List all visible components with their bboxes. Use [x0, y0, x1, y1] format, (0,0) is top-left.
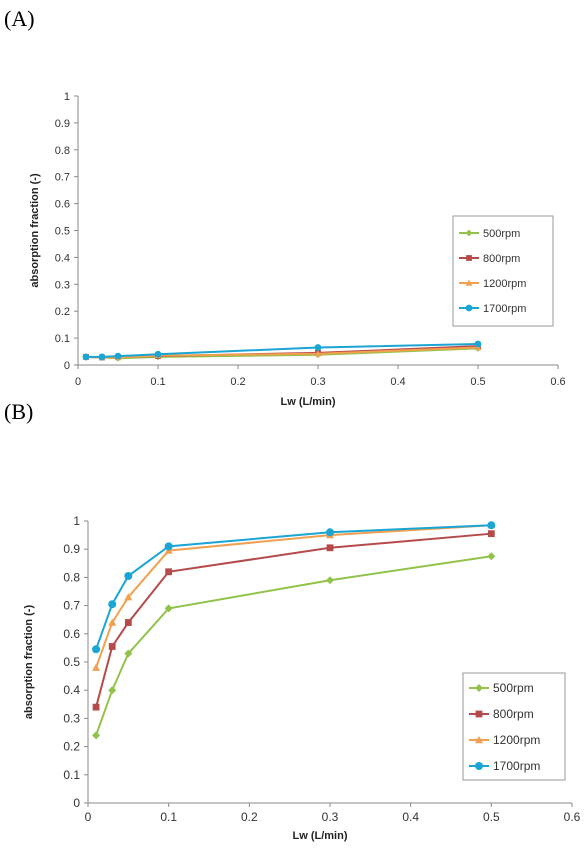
legend-swatch-marker — [465, 229, 473, 237]
series-line-500rpm — [95, 555, 492, 736]
data-point-500rpm — [326, 576, 334, 585]
data-point-800rpm — [326, 544, 334, 552]
x-tick-label: 0 — [85, 810, 92, 824]
y-axis-title: absorption fraction (-) — [29, 173, 41, 288]
x-tick-label: 0.3 — [310, 376, 325, 388]
x-tick-label: 0.1 — [150, 376, 165, 388]
data-point-1700rpm — [326, 528, 334, 537]
y-tick-label: 0.5 — [55, 226, 70, 238]
data-point-800rpm — [165, 568, 173, 576]
data-point-500rpm — [487, 552, 496, 561]
data-point-1700rpm — [92, 645, 101, 654]
y-tick-label: 0.4 — [63, 683, 80, 697]
data-point-1700rpm — [154, 350, 162, 358]
series-line-1200rpm — [95, 524, 492, 668]
y-tick-label: 0.3 — [63, 711, 80, 725]
x-axis-title: Lw (L/min) — [281, 396, 336, 408]
data-point-500rpm — [164, 604, 173, 613]
chart-a: 0 0.1 0.2 0.3 0.4 0.5 0.6 0.7 0.8 0.9 1 0 0.1 0.2 0.3 0… — [29, 91, 566, 408]
data-point-1200rpm — [108, 618, 117, 626]
legend-swatch-marker — [466, 255, 472, 261]
data-point-800rpm — [92, 703, 100, 711]
data-point-1700rpm — [164, 542, 173, 551]
y-tick-label: 0.9 — [55, 118, 70, 130]
legend-swatch-marker — [475, 710, 483, 718]
x-tick-label: 0.1 — [160, 810, 177, 824]
x-tick-label: 0.5 — [483, 810, 500, 824]
y-tick-label: 0.4 — [55, 252, 70, 264]
x-tick-label: 0.6 — [564, 810, 581, 824]
data-point-500rpm — [124, 649, 133, 658]
y-tick-label: 1 — [64, 91, 70, 103]
x-tick-label: 0.5 — [470, 376, 485, 388]
y-tick-label: 0 — [73, 796, 80, 810]
data-point-1200rpm — [124, 593, 133, 601]
x-axis-title: Lw (L/min) — [293, 830, 348, 842]
legend-swatch-marker — [465, 279, 473, 286]
data-point-1200rpm — [314, 350, 322, 357]
legend-label: 1700rpm — [483, 303, 526, 315]
legend-label: 1700rpm — [493, 759, 540, 773]
data-point-1200rpm — [92, 663, 101, 671]
legend-label: 500rpm — [493, 681, 534, 695]
y-tick-label: 0.1 — [55, 333, 70, 345]
x-tick-label: 0 — [75, 376, 81, 388]
legend-swatch-marker — [465, 304, 473, 312]
y-tick-label: 0.3 — [55, 279, 70, 291]
series-line-1700rpm — [95, 524, 492, 650]
x-tick-label: 0.3 — [322, 810, 339, 824]
data-point-800rpm — [124, 619, 132, 626]
legend-swatch-marker — [475, 762, 483, 770]
data-point-1700rpm — [114, 352, 122, 360]
data-point-1700rpm — [314, 344, 322, 351]
data-point-1700rpm — [487, 521, 496, 530]
legend-swatch-marker — [475, 736, 483, 744]
y-tick-label: 0.9 — [63, 542, 80, 556]
y-tick-label: 0.2 — [55, 306, 70, 318]
legend-label: 500rpm — [483, 228, 520, 240]
y-tick-label: 1 — [73, 514, 80, 528]
y-tick-label: 0.6 — [63, 627, 80, 641]
y-axis-title: absorption fraction (-) — [23, 605, 35, 720]
data-point-1700rpm — [108, 600, 117, 609]
data-point-1700rpm — [82, 353, 90, 361]
y-tick-label: 0.2 — [63, 740, 80, 754]
y-tick-label: 0.8 — [55, 145, 70, 157]
x-tick-label: 0.2 — [230, 376, 245, 388]
legend-label: 800rpm — [483, 253, 520, 265]
y-tick-label: 0.1 — [63, 768, 80, 782]
chart-b: 0 0.1 0.2 0.3 0.4 0.5 0.6 0.7 0.8 0.9 1 0 0.1 0.2 0.3 0… — [23, 514, 581, 842]
x-tick-label: 0.4 — [390, 376, 405, 388]
legend-swatch-marker — [475, 684, 483, 692]
x-tick-label: 0.2 — [241, 810, 258, 824]
y-tick-label: 0.7 — [55, 172, 70, 184]
data-point-800rpm — [108, 643, 116, 650]
series-line-800rpm — [95, 532, 492, 708]
y-tick-label: 0.5 — [63, 655, 80, 669]
data-point-800rpm — [487, 530, 495, 538]
y-tick-label: 0 — [64, 360, 70, 372]
x-tick-label: 0.4 — [402, 810, 419, 824]
legend-label: 1200rpm — [483, 278, 526, 290]
data-point-500rpm — [108, 686, 117, 695]
data-point-1700rpm — [474, 340, 482, 348]
y-tick-label: 0.8 — [63, 570, 80, 584]
panel-label-a: (A) — [4, 6, 35, 31]
legend-label: 800rpm — [493, 707, 534, 721]
panel-label-b: (B) — [4, 399, 34, 424]
y-tick-label: 0.6 — [55, 199, 70, 211]
legend-label: 1200rpm — [493, 733, 540, 747]
data-point-500rpm — [92, 731, 101, 740]
data-point-1700rpm — [98, 353, 106, 361]
x-tick-label: 0.6 — [550, 376, 565, 388]
data-point-1700rpm — [124, 571, 133, 580]
y-tick-label: 0.7 — [63, 599, 80, 613]
